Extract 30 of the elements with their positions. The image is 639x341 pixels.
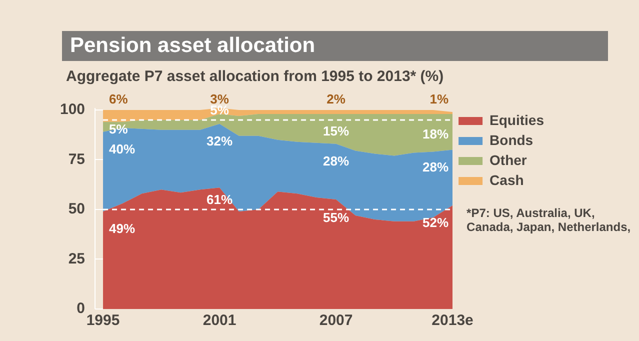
x-tick-label: 2013e	[432, 312, 474, 330]
text: *P7: US, Australia, UK, Canada, Japan, Netherlands,	[466, 206, 632, 234]
y-tick-label: 50	[68, 200, 86, 218]
legend-label: Other	[490, 152, 528, 168]
x-tick-label: 2007	[319, 312, 353, 330]
data-label: 55%	[323, 210, 350, 226]
y-tick-label: 75	[68, 150, 86, 168]
data-label: 15%	[323, 123, 350, 138]
legend-label: Equities	[490, 112, 544, 128]
legend-label: Cash	[490, 172, 524, 188]
chart-title: Pension asset allocation	[62, 31, 608, 61]
y-tick-label: 25	[68, 250, 86, 268]
data-label: 28%	[422, 159, 449, 174]
data-label: 28%	[323, 153, 350, 168]
x-tick-label: 1995	[86, 312, 120, 330]
legend-label: Bonds	[490, 132, 534, 148]
x-tick-label: 2001	[202, 312, 236, 330]
chart-subtitle: Aggregate P7 asset allocation from 1995 to 2013* (%)	[66, 68, 444, 85]
data-label: 49%	[109, 220, 136, 236]
data-label: 5%	[109, 121, 128, 136]
data-label: 32%	[206, 133, 233, 148]
data-label: 2%	[326, 92, 346, 107]
data-label: 52%	[422, 215, 449, 230]
data-label: 18%	[422, 126, 449, 142]
data-label: 1%	[430, 92, 449, 107]
data-label: 40%	[109, 141, 136, 156]
data-label: 3%	[210, 92, 230, 107]
data-label: 6%	[109, 92, 128, 107]
y-tick-label: 100	[60, 101, 86, 118]
y-tick-label: 0	[76, 300, 86, 318]
